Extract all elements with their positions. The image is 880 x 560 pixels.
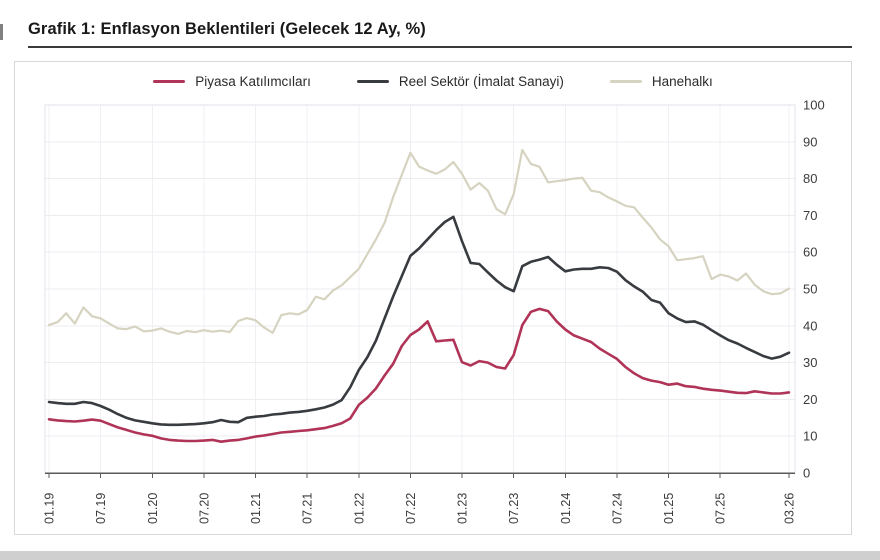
x-tick-label: 01.20 [146, 493, 160, 524]
x-tick-label: 01.21 [249, 493, 263, 524]
legend-item-hanehalk-: Hanehalkı [609, 74, 713, 89]
x-tick-label: 07.24 [610, 493, 624, 524]
x-tick-label: 07.23 [507, 493, 521, 524]
x-tick-label: 07.22 [404, 493, 418, 524]
chart-panel: Piyasa Katılımcıları Reel Sektör (İmalat … [14, 61, 852, 535]
legend-item-piyasa-kat-l-mc-lar-: Piyasa Katılımcıları [153, 74, 311, 89]
title-block: Grafik 1: Enflasyon Beklentileri (Gelece… [0, 0, 880, 48]
x-tick-label: 07.21 [301, 493, 315, 524]
x-tick-label: 01.22 [352, 493, 366, 524]
line-chart: 01.19 07.19 01.20 07.20 01.21 07.21 01.22 07.22… [43, 98, 825, 525]
y-tick-label: 80 [803, 171, 817, 186]
legend-label: Hanehalkı [651, 74, 713, 89]
y-tick-label: 100 [803, 98, 825, 113]
x-tick-label: 07.20 [197, 493, 211, 524]
series-line-reel-sekt-r-i-malat-sanayi- [47, 215, 791, 427]
x-tick-label: 01.24 [559, 493, 573, 524]
legend-item-reel-sekt-r-i-malat-sanayi-: Reel Sektör (İmalat Sanayi) [356, 74, 564, 89]
legend-line-swatch [356, 79, 389, 84]
series-line-hanehalk- [47, 148, 791, 335]
x-tick-label: 01.19 [43, 493, 57, 524]
y-tick-label: 10 [803, 429, 817, 444]
legend-label: Reel Sektör (İmalat Sanayi) [398, 74, 564, 89]
y-tick-label: 70 [803, 208, 817, 223]
legend-line-swatch [153, 79, 186, 84]
bottom-strip [0, 551, 880, 560]
y-tick-label: 90 [803, 134, 817, 149]
y-tick-label: 40 [803, 318, 817, 333]
y-tick-label: 30 [803, 355, 817, 370]
screen-edge-artifact [0, 24, 3, 40]
x-tick-label: 01.23 [456, 493, 470, 524]
x-tick-label: 01.25 [662, 493, 676, 524]
title-underline [28, 46, 852, 48]
chart-title: Grafik 1: Enflasyon Beklentileri (Gelece… [28, 20, 426, 38]
legend-line-swatch [609, 79, 642, 84]
y-tick-label: 50 [803, 282, 817, 297]
x-tick-label: 07.19 [94, 493, 108, 524]
y-tick-label: 60 [803, 245, 817, 260]
legend-label: Piyasa Katılımcıları [195, 74, 311, 89]
legend: Piyasa Katılımcıları Reel Sektör (İmalat … [15, 74, 851, 89]
x-tick-label: 03.26 [783, 493, 797, 524]
y-tick-label: 0 [803, 466, 810, 481]
y-tick-label: 20 [803, 392, 817, 407]
series-line-piyasa-kat-l-mc-lar- [47, 307, 791, 444]
x-tick-label: 07.25 [714, 493, 728, 524]
